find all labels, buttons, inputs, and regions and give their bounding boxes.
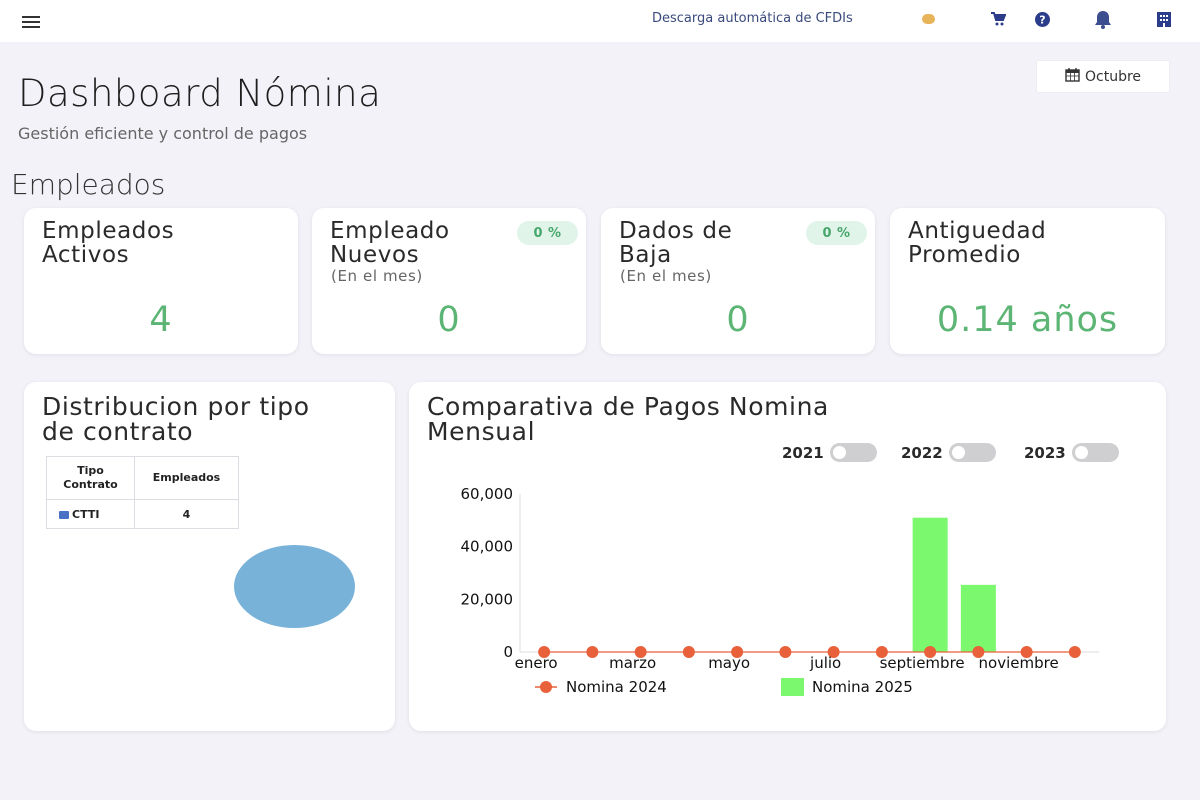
point-nomina-2024 (875, 646, 888, 658)
table-header-row: Tipo Contrato Empleados (46, 456, 239, 500)
contract-distribution-card: Distribucion por tipo de contrato Tipo C… (24, 382, 395, 731)
column-header: Empleados (134, 456, 239, 500)
employee-count-cell: 4 (134, 499, 239, 529)
year-toggle-2022[interactable]: 2022 (901, 443, 996, 462)
calendar-icon (1065, 67, 1080, 86)
kpi-percent-badge: 0 % (517, 221, 578, 245)
x-tick-label: septiembre (880, 654, 965, 672)
cfdi-status-indicator (922, 14, 935, 24)
bar-nomina-2025 (960, 584, 996, 652)
x-tick-label: marzo (609, 654, 656, 672)
year-toggle-2021[interactable]: 2021 (782, 443, 877, 462)
legend-label-nomina-2024: Nomina 2024 (566, 678, 667, 696)
point-nomina-2024 (779, 646, 792, 658)
table-row: CTTI 4 (46, 499, 239, 529)
kpi-title: Empleado Nuevos (330, 218, 450, 268)
legend-label-nomina-2025: Nomina 2025 (812, 678, 913, 696)
year-toggle-label: 2022 (901, 443, 943, 462)
point-nomina-2024 (1020, 646, 1033, 658)
year-toggle-label: 2023 (1024, 443, 1066, 462)
column-header: Tipo Contrato (46, 456, 135, 500)
contract-pie-chart[interactable] (234, 545, 355, 628)
x-tick-label: enero (515, 654, 558, 672)
menu-icon[interactable] (22, 16, 40, 28)
point-nomina-2024 (682, 646, 695, 658)
legend-swatch (59, 510, 69, 519)
kpi-subtitle: (En el mes) (620, 267, 712, 285)
point-nomina-2024 (1068, 646, 1081, 658)
kpi-value: 0 (437, 300, 461, 340)
y-tick-label: 20,000 (461, 590, 514, 608)
legend-marker-nomina-2024 (540, 681, 552, 693)
y-tick-label: 40,000 (461, 538, 514, 556)
point-nomina-2024 (586, 646, 599, 658)
year-toggle-2023[interactable]: 2023 (1024, 443, 1119, 462)
kpi-title: Empleados Activos (42, 218, 175, 268)
contract-type-cell: CTTI (46, 499, 135, 529)
x-tick-label: noviembre (979, 654, 1059, 672)
point-nomina-2024 (731, 646, 744, 658)
card-title: Distribucion por tipo de contrato (42, 392, 310, 446)
point-nomina-2024 (634, 646, 647, 658)
payments-chart: 0 20,000 40,000 60,000 enero marzo mayo julio se… (461, 485, 1099, 696)
kpi-value: 0.14 años (936, 300, 1119, 340)
kpi-value: 4 (149, 300, 173, 340)
toggle-switch[interactable] (948, 443, 996, 462)
cart-icon[interactable] (988, 9, 1008, 29)
legend-swatch-nomina-2025 (781, 678, 804, 696)
kpi-title: Antiguedad Promedio (908, 218, 1047, 268)
svg-text:?: ? (1039, 13, 1045, 26)
x-tick-label: julio (809, 654, 841, 672)
contract-table: Tipo Contrato Empleados CTTI 4 (46, 456, 239, 529)
year-toggle-label: 2021 (782, 443, 824, 462)
kpi-percent-badge: 0 % (806, 221, 867, 245)
point-nomina-2024 (924, 646, 937, 658)
cfdi-download-label[interactable]: Descarga automática de CFDIs (652, 11, 853, 26)
month-selector-button[interactable]: Octubre (1036, 60, 1170, 93)
month-button-label: Octubre (1084, 68, 1142, 85)
point-nomina-2024 (972, 646, 985, 658)
point-nomina-2024 (538, 646, 551, 658)
toggle-switch[interactable] (1071, 443, 1119, 462)
bar-nomina-2025 (912, 517, 948, 652)
kpi-card-active-employees: Empleados Activos 4 (24, 208, 298, 354)
contract-type-label: CTTI (72, 507, 100, 521)
point-nomina-2024 (827, 646, 840, 658)
kpi-title: Dados de Baja (619, 218, 733, 268)
help-icon[interactable]: ? (1032, 9, 1052, 29)
card-title: Comparativa de Pagos Nomina Mensual (427, 392, 829, 446)
kpi-card-average-seniority: Antiguedad Promedio 0.14 años (890, 208, 1165, 354)
building-icon[interactable] (1154, 9, 1174, 29)
y-tick-label: 60,000 (461, 485, 514, 503)
y-tick-label: 0 (503, 643, 513, 661)
page-subtitle: Gestión eficiente y control de pagos (18, 124, 308, 143)
page-title: Dashboard Nómina (18, 72, 382, 115)
payments-chart-card: Comparativa de Pagos Nomina Mensual 2021… (409, 382, 1166, 731)
kpi-card-new-employees: Empleado Nuevos (En el mes) 0 % 0 (312, 208, 586, 354)
kpi-card-terminated: Dados de Baja (En el mes) 0 % 0 (601, 208, 875, 354)
section-title-employees: Empleados (11, 168, 166, 201)
top-bar: Descarga automática de CFDIs ? (0, 0, 1200, 42)
kpi-subtitle: (En el mes) (331, 267, 423, 285)
toggle-switch[interactable] (829, 443, 877, 462)
x-tick-label: mayo (708, 654, 750, 672)
bell-icon[interactable] (1093, 9, 1113, 29)
kpi-value: 0 (726, 300, 750, 340)
